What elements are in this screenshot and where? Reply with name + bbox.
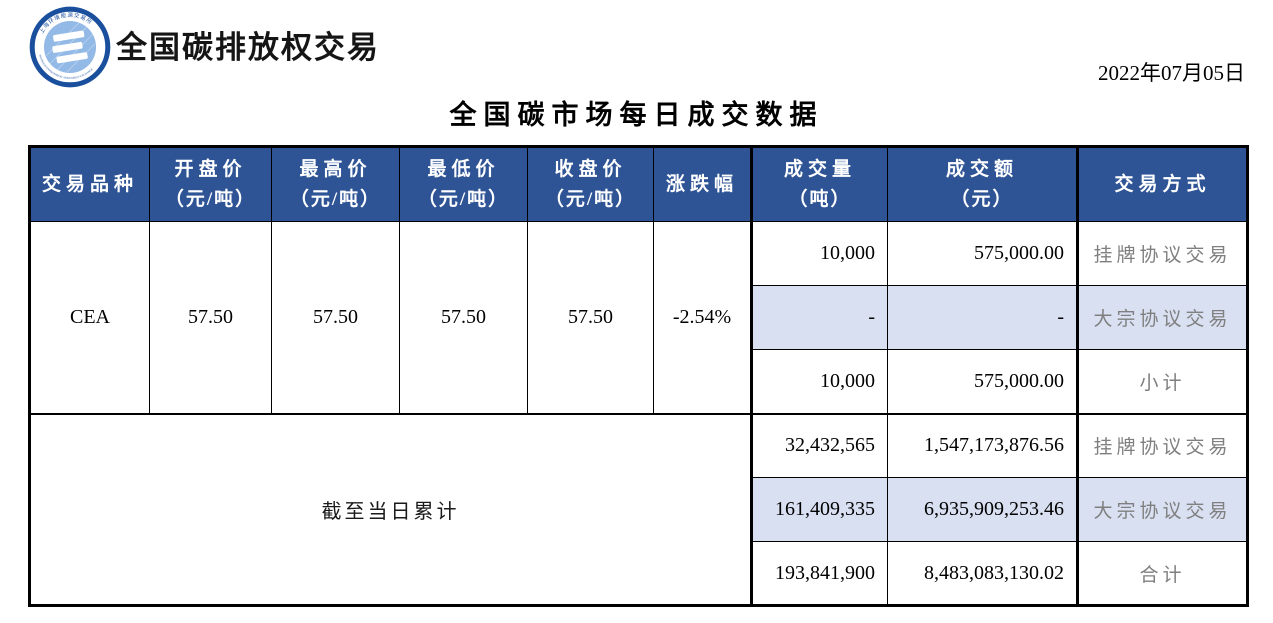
volume-cell: 10,000 [750, 349, 888, 414]
daily-trading-table: 交易品种 开盘价 （元/吨） 最高价 （元/吨） 最低价 （元/吨） 收盘价 （元/吨）… [28, 145, 1249, 607]
header-variety: 交易品种 [29, 146, 150, 222]
page-title: 全国碳市场每日成交数据 [449, 100, 824, 130]
report-date: 2022年07月05日 [1098, 61, 1245, 85]
cea-row-listed: CEA 57.50 57.50 57.50 57.50 -2.54% 10,00… [29, 221, 1248, 414]
header-change: 涨跌幅 [653, 146, 752, 222]
volume-cell: 32,432,565 [750, 412, 888, 478]
cumulative-label-cell: 截至当日累计 [29, 412, 752, 606]
brand-title: 全国碳排放权交易 [116, 30, 380, 65]
cumulative-row-total: 193,841,900 8,483,083,130.02 合计 [30, 541, 1248, 606]
method-cell: 挂牌协议交易 [1076, 221, 1248, 286]
low-price-cell: 57.50 [399, 221, 528, 414]
change-cell: -2.54% [653, 221, 752, 414]
amount-cell: 575,000.00 [887, 221, 1078, 286]
volume-cell: 161,409,335 [750, 477, 888, 542]
amount-cell: 1,547,173,876.56 [887, 412, 1078, 478]
table-header-row: 交易品种 开盘价 （元/吨） 最高价 （元/吨） 最低价 （元/吨） 收盘价 （元/吨）… [29, 146, 1248, 222]
amount-cell: 8,483,083,130.02 [887, 541, 1078, 606]
header-volume: 成交量 （吨） [750, 146, 888, 222]
open-price-cell: 57.50 [149, 221, 272, 414]
exchange-logo-icon: 上海环境能源交易所 SHANGHAI ENVIRONMENT AND ENERG… [29, 6, 111, 88]
header-low-price: 最低价 （元/吨） [399, 146, 528, 222]
high-price-cell: 57.50 [271, 221, 400, 414]
amount-cell: 6,935,909,253.46 [887, 477, 1078, 542]
method-cell: 挂牌协议交易 [1076, 412, 1248, 478]
header-open-price: 开盘价 （元/吨） [149, 146, 272, 222]
method-cell: 小计 [1076, 349, 1248, 414]
cea-row-subtotal: 10,000 575,000.00 小计 [30, 349, 1248, 414]
method-cell: 合计 [1076, 541, 1248, 606]
method-cell: 大宗协议交易 [1076, 477, 1248, 542]
variety-cell: CEA [29, 221, 150, 414]
close-price-cell: 57.50 [527, 221, 654, 414]
amount-cell: 575,000.00 [887, 349, 1078, 414]
volume-cell: 10,000 [750, 221, 888, 286]
method-cell: 大宗协议交易 [1076, 285, 1248, 350]
header-high-price: 最高价 （元/吨） [271, 146, 400, 222]
cea-row-block: - - 大宗协议交易 [30, 285, 1248, 350]
amount-cell: - [887, 285, 1078, 350]
header-method: 交易方式 [1076, 146, 1248, 222]
header-close-price: 收盘价 （元/吨） [527, 146, 654, 222]
header-amount: 成交额 （元） [887, 146, 1078, 222]
cumulative-row-block: 161,409,335 6,935,909,253.46 大宗协议交易 [30, 477, 1248, 542]
volume-cell: 193,841,900 [750, 541, 888, 606]
cumulative-row-listed: 截至当日累计 32,432,565 1,547,173,876.56 挂牌协议交… [29, 412, 1248, 606]
volume-cell: - [750, 285, 888, 350]
